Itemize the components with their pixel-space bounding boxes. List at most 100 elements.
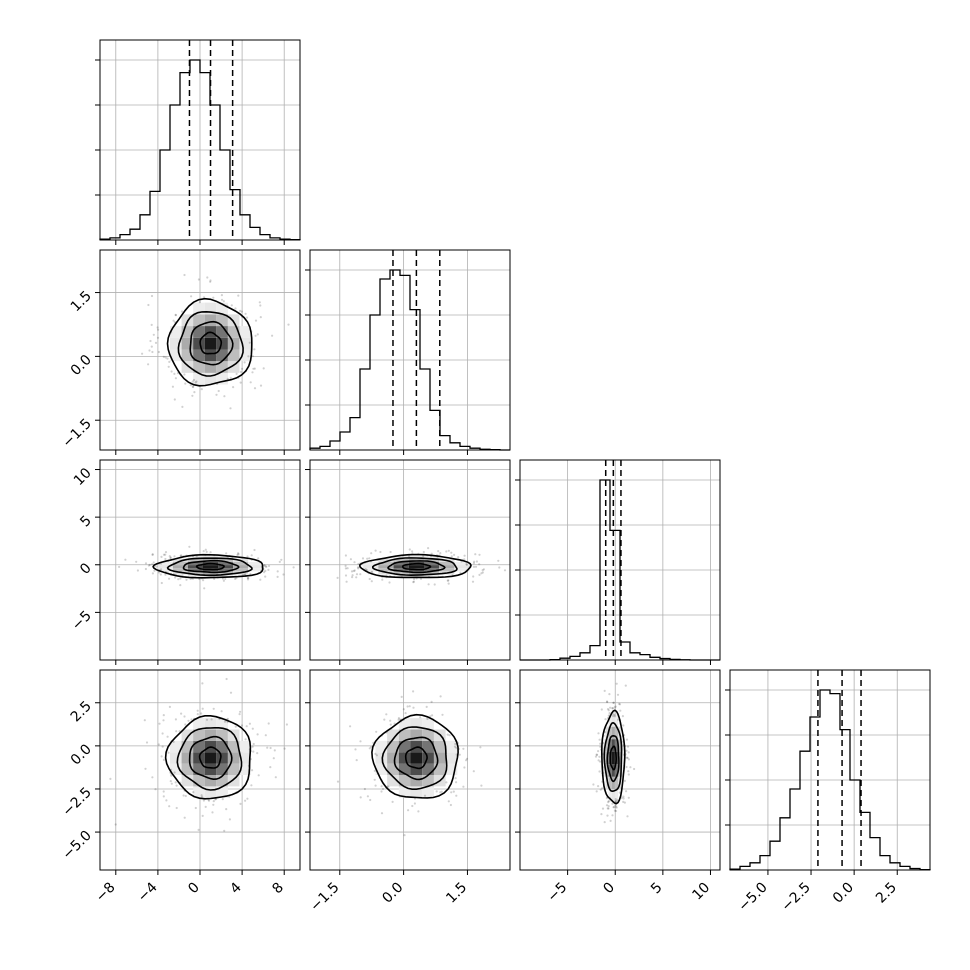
sample-point	[244, 573, 247, 576]
sample-point	[453, 553, 456, 557]
density-cell	[204, 718, 217, 730]
sample-point	[253, 367, 256, 370]
sample-point	[351, 574, 354, 577]
sample-point	[179, 577, 182, 580]
sample-point	[184, 382, 187, 385]
density-cell	[203, 555, 219, 559]
density-cell	[602, 764, 606, 777]
x-axis-2-2	[339, 450, 468, 455]
sample-point	[596, 753, 599, 757]
sample-point	[472, 562, 475, 565]
sample-point	[239, 309, 242, 312]
density-cell	[193, 326, 205, 338]
sample-point	[162, 795, 165, 798]
sample-point	[249, 381, 252, 384]
sample-point	[179, 554, 182, 558]
sample-point	[595, 753, 598, 756]
panel-frame	[309, 459, 511, 661]
sample-point	[234, 725, 237, 728]
sample-point	[266, 746, 269, 749]
density-cell	[608, 726, 612, 740]
density-cell	[398, 740, 411, 753]
sample-point	[412, 580, 415, 583]
sample-point	[248, 341, 251, 344]
sample-point	[601, 787, 604, 790]
density-cell	[216, 326, 228, 338]
sample-point	[359, 740, 362, 743]
sample-point	[276, 575, 279, 579]
density-cell	[227, 361, 240, 373]
density-cell	[410, 763, 423, 775]
sample-point	[160, 555, 163, 559]
sample-point	[439, 791, 442, 794]
sample-point	[463, 558, 466, 561]
sample-point	[472, 565, 476, 569]
sample-point	[478, 573, 481, 577]
density-cell	[239, 337, 252, 350]
sample-point	[608, 693, 611, 696]
sample-point	[423, 794, 427, 797]
sample-point	[237, 294, 240, 297]
sample-point	[597, 785, 600, 788]
sample-point	[164, 557, 167, 561]
contour-level-4	[371, 713, 459, 799]
sample-point	[475, 560, 478, 563]
density-cell	[181, 740, 194, 753]
density-cell	[216, 372, 228, 385]
sample-point	[168, 360, 171, 363]
density-cell	[611, 764, 615, 777]
density-cell	[248, 561, 264, 566]
y-tick-label: −5.0	[59, 828, 94, 863]
sample-point	[250, 784, 253, 787]
sample-point	[251, 355, 254, 358]
density-cell	[611, 726, 615, 740]
sample-point	[605, 700, 609, 703]
sample-point	[627, 796, 630, 799]
sample-point	[601, 807, 605, 810]
panel-frame	[519, 459, 721, 661]
sample-point	[171, 385, 174, 388]
sample-point	[191, 394, 194, 397]
sample-point	[269, 766, 272, 769]
sample-point	[221, 577, 225, 580]
sample-point	[220, 294, 223, 297]
sample-point	[453, 745, 457, 748]
sample-point	[603, 821, 606, 824]
sample-point	[474, 565, 478, 568]
x-axis-3-4: −5 0 5 10	[545, 870, 713, 905]
sample-point	[167, 365, 170, 368]
sample-point	[202, 296, 206, 299]
sample-point	[253, 548, 256, 552]
sample-point	[164, 356, 167, 359]
sample-point	[118, 565, 121, 569]
sample-point	[622, 724, 625, 727]
density-cell	[439, 565, 455, 569]
sample-point	[174, 314, 177, 317]
density-cell	[423, 555, 440, 559]
sample-point	[237, 553, 240, 556]
sample-point	[412, 581, 415, 584]
sample-point	[497, 559, 500, 562]
sample-point	[389, 723, 392, 726]
sample-point	[151, 572, 154, 575]
sample-point	[437, 550, 440, 553]
sample-point	[264, 575, 267, 578]
sample-point	[175, 784, 178, 787]
density-cell	[227, 775, 240, 787]
x-tick-label: −8	[93, 880, 119, 906]
density-cell	[454, 565, 470, 569]
sample-point	[169, 780, 172, 783]
y-axis-1-3: −5 0 5 10	[69, 465, 100, 634]
sample-point	[244, 738, 247, 741]
sample-point	[446, 579, 449, 582]
scatter-panel-1-2	[99, 249, 301, 451]
sample-point	[389, 550, 392, 554]
sample-point	[614, 804, 617, 807]
sample-point	[202, 550, 205, 553]
sample-point	[263, 564, 266, 567]
contour-level-4	[152, 553, 264, 579]
density-cell	[170, 337, 182, 350]
density-cell	[172, 568, 188, 572]
sample-point	[407, 555, 411, 558]
sample-point	[203, 587, 206, 590]
